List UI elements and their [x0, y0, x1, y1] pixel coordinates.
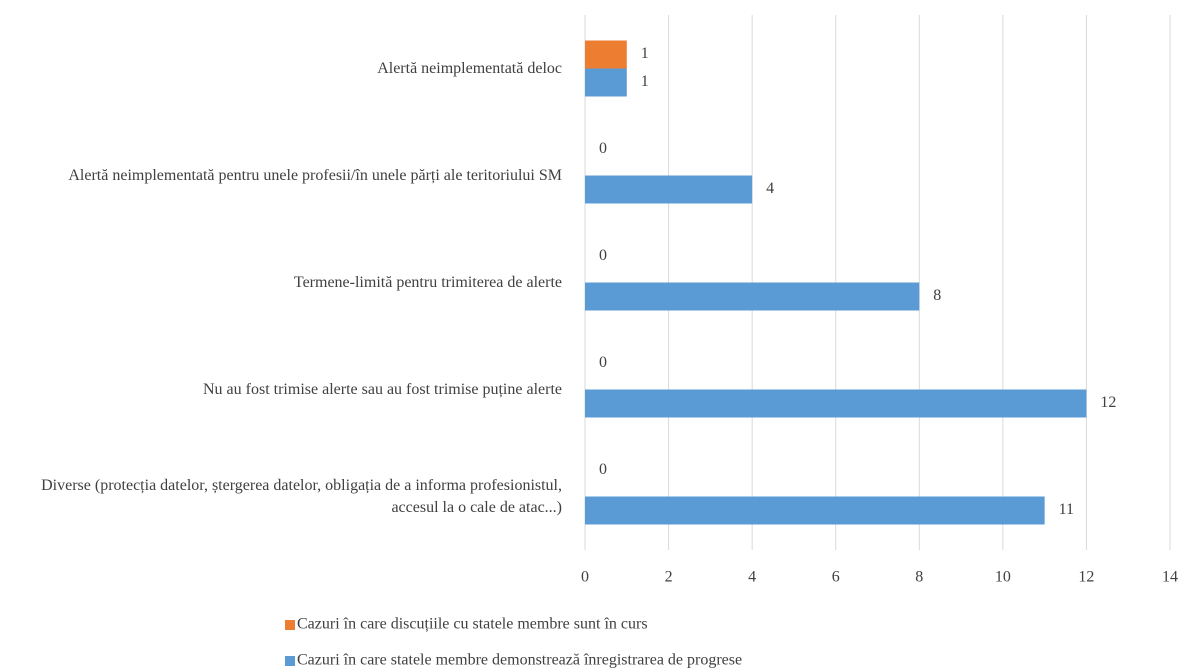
category-label: Alertă neimplementată deloc	[377, 59, 562, 77]
category-label: Termene-limită pentru trimiterea de aler…	[293, 273, 562, 291]
value-label: 4	[766, 180, 774, 197]
legend-swatch	[285, 656, 295, 666]
value-label: 1	[641, 73, 649, 90]
bar	[585, 175, 753, 204]
value-label: 8	[933, 287, 941, 304]
legend-swatch	[285, 620, 295, 630]
x-tick-label: 6	[832, 569, 840, 586]
category-label: Nu au fost trimise alerte sau au fost tr…	[203, 380, 562, 398]
x-tick-label: 12	[1078, 569, 1094, 586]
x-tick-label: 10	[995, 569, 1011, 586]
value-label: 0	[599, 461, 607, 478]
value-label: 0	[599, 140, 607, 157]
bar	[585, 68, 627, 97]
category-label: Diverse (protecția datelor, ștergerea da…	[41, 476, 562, 516]
value-label: 0	[599, 247, 607, 264]
x-tick-label: 14	[1162, 569, 1178, 586]
category-label: Alertă neimplementată pentru unele profe…	[68, 166, 562, 184]
x-tick-label: 8	[915, 569, 923, 586]
bar	[585, 389, 1087, 418]
bar	[585, 40, 627, 69]
bar	[585, 496, 1045, 525]
x-tick-label: 0	[581, 569, 589, 586]
value-label: 11	[1059, 501, 1074, 518]
value-label: 1	[641, 45, 649, 62]
legend-label: Cazuri în care statele membre demonstrea…	[297, 652, 742, 669]
value-label: 12	[1100, 394, 1116, 411]
value-label: 0	[599, 354, 607, 371]
bar	[585, 282, 920, 311]
legend-label: Cazuri în care discuțiile cu statele mem…	[297, 616, 648, 633]
x-tick-label: 2	[665, 569, 673, 586]
x-tick-label: 4	[748, 569, 756, 586]
